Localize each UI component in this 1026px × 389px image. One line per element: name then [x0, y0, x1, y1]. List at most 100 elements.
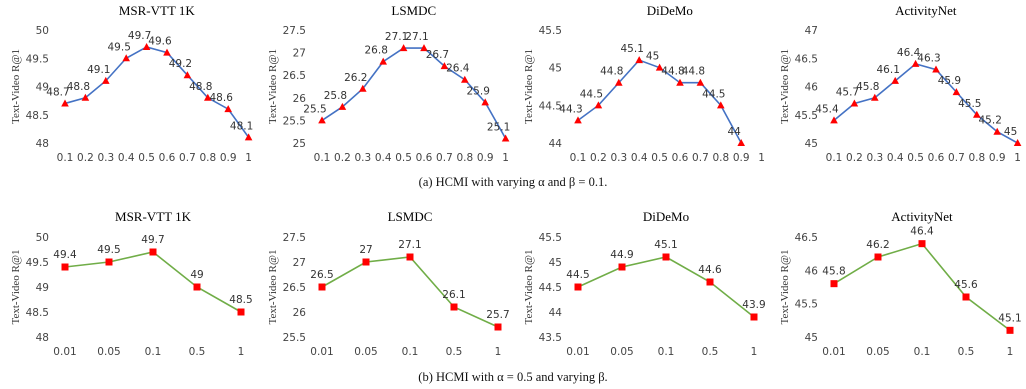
y-tick-label: 45: [805, 138, 818, 150]
data-label: 27.1: [398, 239, 421, 251]
data-label: 26.1: [442, 289, 465, 301]
chart-b-2: LSMDC Text-Video R@1 25.5 26 26.5 27 27.5 0.01 0…: [267, 209, 510, 358]
data-label: 46.4: [897, 47, 921, 59]
y-tick-label: 26.5: [283, 70, 306, 82]
data-label: 26.8: [365, 45, 388, 57]
data-point: [973, 110, 981, 118]
y-axis-label: Text-Video R@1: [779, 49, 791, 124]
data-point: [932, 65, 940, 73]
y-tick-label: 48.5: [26, 110, 49, 122]
chart-title: LSMDC: [391, 3, 436, 18]
data-label: 26.5: [310, 269, 333, 281]
chart-title: LSMDC: [388, 209, 433, 224]
data-label: 45.5: [958, 98, 981, 110]
data-label: 44.9: [610, 249, 633, 261]
y-tick-label: 27: [293, 257, 306, 269]
x-tick-label: 0.01: [310, 346, 333, 358]
x-tick-label: 0.9: [989, 152, 1006, 164]
x-tick-label: 0.01: [822, 346, 845, 358]
data-label: 45.2: [979, 115, 1002, 127]
x-tick-label: 0.4: [887, 152, 904, 164]
x-tick-label: 0.2: [590, 152, 607, 164]
x-tick-label: 0.8: [199, 152, 216, 164]
data-label: 48.8: [189, 81, 212, 93]
y-tick-label: 43.5: [539, 332, 562, 344]
data-point: [440, 62, 449, 70]
data-label: 25.5: [303, 103, 326, 115]
data-point: [61, 263, 69, 271]
data-label: 49.7: [128, 30, 151, 42]
x-tick-label: 0.6: [672, 152, 689, 164]
data-point: [918, 240, 926, 248]
x-tick-label: 0.3: [354, 152, 371, 164]
data-point: [224, 105, 232, 113]
data-label: 44.8: [661, 66, 684, 78]
x-tick-label: 0.05: [610, 346, 633, 358]
x-tick-label: 0.7: [692, 152, 709, 164]
x-tick-label: 1: [245, 152, 252, 164]
y-tick-label: 45: [549, 257, 562, 269]
x-tick-label: 0.6: [928, 152, 945, 164]
x-tick-label: 1: [758, 152, 765, 164]
data-point: [696, 78, 705, 86]
data-label: 44.5: [580, 88, 603, 100]
y-tick-label: 47: [805, 25, 818, 37]
data-point: [871, 93, 879, 101]
data-label: 26.4: [446, 63, 470, 75]
data-point: [420, 44, 428, 52]
y-tick-label: 44: [549, 307, 563, 319]
data-point: [450, 303, 458, 311]
y-tick-label: 26: [293, 307, 307, 319]
x-tick-label: 0.1: [57, 152, 74, 164]
data-point: [676, 78, 684, 86]
data-label: 44.8: [682, 66, 705, 78]
x-tick-label: 0.5: [651, 152, 668, 164]
x-tick-label: 0.7: [948, 152, 965, 164]
chart-b-4: ActivityNet Text-Video R@1 45 45.5 46 46.5 0.0…: [779, 209, 1022, 358]
y-axis-label: Text-Video R@1: [10, 49, 22, 124]
data-point: [706, 278, 714, 286]
chart-b-1: MSR-VTT 1K Text-Video R@1 48 48.5 49 49.5 50 0.…: [10, 209, 253, 358]
data-point: [461, 75, 469, 83]
x-tick-label: 0.1: [658, 346, 675, 358]
data-point: [874, 253, 882, 261]
data-point: [1006, 326, 1014, 334]
data-point: [891, 76, 899, 84]
data-label: 44.5: [702, 88, 725, 100]
y-tick-label: 50: [36, 232, 49, 244]
data-point: [149, 248, 157, 256]
data-label: 45.7: [836, 86, 859, 98]
data-label: 49.1: [87, 64, 110, 76]
y-tick-label: 45.5: [539, 25, 562, 37]
series-line: [64, 251, 242, 313]
data-label: 45.8: [822, 266, 845, 278]
chart-a-4: ActivityNet Text-Video R@1 45 45.5 46 46.5 47 0…: [779, 3, 1022, 164]
y-tick-label: 45.5: [795, 299, 818, 311]
x-tick-label: 0.3: [97, 152, 114, 164]
data-label: 48.6: [210, 92, 234, 104]
y-tick-label: 45.5: [795, 110, 818, 122]
y-axis-label: Text-Video R@1: [267, 49, 279, 124]
y-tick-label: 46.5: [795, 53, 818, 65]
chart-title: MSR-VTT 1K: [115, 209, 192, 224]
y-tick-label: 48.5: [26, 307, 49, 319]
data-point: [183, 71, 192, 79]
y-tick-label: 44.5: [539, 282, 562, 294]
data-label: 26.2: [344, 72, 367, 84]
data-label: 26.7: [426, 49, 449, 61]
y-tick-label: 46: [805, 265, 819, 277]
data-point: [338, 102, 347, 110]
y-axis-label: Text-Video R@1: [10, 250, 22, 325]
x-tick-label: 0.5: [446, 346, 463, 358]
data-point: [952, 88, 961, 96]
x-tick-label: 1: [238, 346, 245, 358]
data-point: [662, 253, 670, 261]
x-tick-label: 1: [495, 346, 502, 358]
y-axis-label: Text-Video R@1: [779, 250, 791, 325]
x-tick-label: 0.1: [826, 152, 843, 164]
x-tick-label: 0.5: [702, 346, 719, 358]
data-label: 25.8: [324, 90, 347, 102]
y-tick-label: 49.5: [26, 53, 49, 65]
x-tick-label: 0.8: [712, 152, 729, 164]
